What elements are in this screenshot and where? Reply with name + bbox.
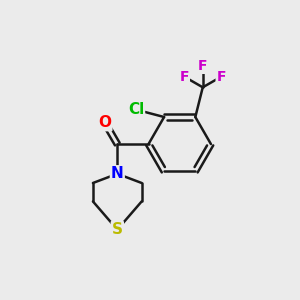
Text: N: N	[111, 166, 124, 181]
Text: Cl: Cl	[128, 102, 144, 117]
Text: S: S	[112, 222, 123, 237]
Text: F: F	[217, 70, 226, 84]
Text: O: O	[98, 115, 111, 130]
Text: F: F	[179, 70, 189, 84]
Text: F: F	[198, 59, 208, 73]
